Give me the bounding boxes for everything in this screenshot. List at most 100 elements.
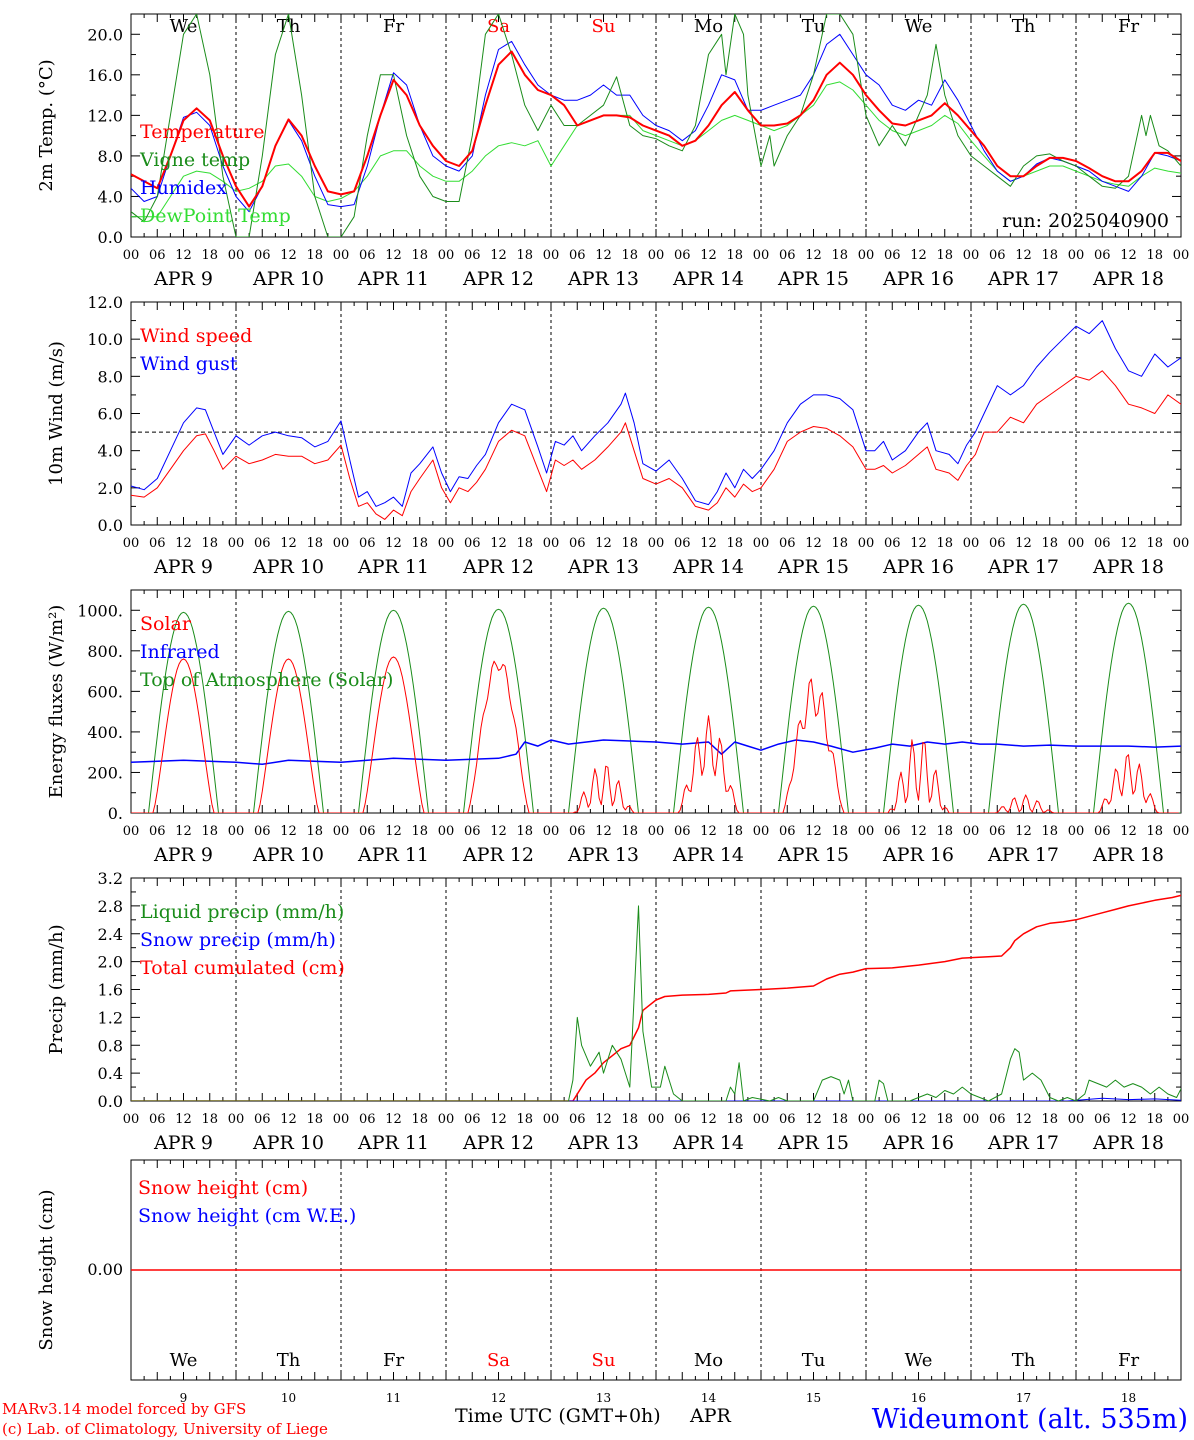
wind-y-tick-label: 2.0: [98, 479, 123, 498]
temp-hour-label: 12: [805, 248, 822, 263]
wind-hour-label: 12: [1015, 536, 1032, 551]
precip-hour-label: 00: [1068, 1112, 1085, 1127]
temp-date-label: APR 15: [777, 268, 849, 290]
wind-hour-label: 12: [595, 536, 612, 551]
precip-y-tick-label: 3.2: [98, 869, 123, 888]
temp-weekday-label: We: [170, 16, 198, 37]
precip-hour-label: 12: [1015, 1112, 1032, 1127]
temp-y-tick-label: 8.0: [98, 147, 123, 166]
precip-date-label: APR 9: [153, 1132, 213, 1154]
snow-day-number: 15: [806, 1391, 821, 1405]
energy-date-label: APR 14: [672, 844, 744, 866]
temp-hour-label: 06: [989, 248, 1006, 263]
wind-hour-label: 06: [989, 536, 1006, 551]
precip-hour-label: 12: [805, 1112, 822, 1127]
energy-hour-label: 00: [858, 824, 875, 839]
temp-hour-label: 00: [1173, 248, 1190, 263]
wind-hour-label: 18: [1146, 536, 1163, 551]
snow-weekday-label: Sa: [487, 1350, 510, 1371]
snow-day-number: 14: [701, 1391, 717, 1405]
snow-legend-entry: Snow height (cm): [138, 1177, 308, 1199]
wind-date-label: APR 14: [672, 556, 744, 578]
temp-hour-label: 12: [280, 248, 297, 263]
temp-date-label: APR 16: [882, 268, 954, 290]
energy-hour-label: 06: [779, 824, 796, 839]
wind-date-label: APR 15: [777, 556, 849, 578]
energy-hour-label: 12: [1015, 824, 1032, 839]
energy-series-infrared: [131, 739, 1181, 766]
temp-hour-label: 00: [333, 248, 350, 263]
energy-hour-label: 06: [674, 824, 691, 839]
precip-y-tick-label: 2.8: [98, 897, 123, 916]
precip-hour-label: 18: [1041, 1112, 1058, 1127]
precip-hour-label: 00: [1173, 1112, 1190, 1127]
snow-day-number: 16: [911, 1391, 926, 1405]
precip-hour-label: 12: [910, 1112, 927, 1127]
wind-date-label: APR 11: [357, 556, 429, 578]
wind-hour-label: 06: [359, 536, 376, 551]
temp-hour-label: 06: [254, 248, 271, 263]
wind-hour-label: 12: [175, 536, 192, 551]
energy-date-label: APR 13: [567, 844, 639, 866]
energy-panel: 0. 200. 400. 600. 800. 1000. Energy fluxes (W/…: [46, 589, 1189, 866]
wind-hour-label: 18: [1041, 536, 1058, 551]
energy-y-tick-label: 400.: [87, 723, 123, 742]
wind-hour-label: 12: [700, 536, 717, 551]
energy-hour-label: 12: [910, 824, 927, 839]
temp-date-label: APR 9: [153, 268, 213, 290]
temp-hour-label: 00: [438, 248, 455, 263]
snow-weekday-label: We: [905, 1350, 933, 1371]
temp-hour-label: 06: [359, 248, 376, 263]
wind-hour-label: 12: [910, 536, 927, 551]
wind-hour-label: 06: [149, 536, 166, 551]
wind-hour-label: 12: [385, 536, 402, 551]
energy-y-tick-label: 200.: [87, 763, 123, 782]
temp-y-tick-label: 12.0: [87, 106, 123, 125]
precip-hour-label: 18: [201, 1112, 218, 1127]
temp-series-vigne-temp: [131, 14, 1181, 237]
snow-weekday-label: We: [170, 1350, 198, 1371]
model-credit: MARv3.14 model forced by GFS: [2, 1400, 246, 1418]
energy-hour-label: 18: [411, 824, 428, 839]
temp-weekday-label: Th: [277, 16, 301, 37]
energy-hour-label: 06: [569, 824, 586, 839]
energy-hour-label: 12: [385, 824, 402, 839]
precip-hour-label: 06: [779, 1112, 796, 1127]
precip-hour-label: 06: [989, 1112, 1006, 1127]
precip-hour-label: 06: [884, 1112, 901, 1127]
energy-hour-label: 18: [831, 824, 848, 839]
wind-date-label: APR 10: [252, 556, 324, 578]
temp-weekday-label: We: [905, 16, 933, 37]
precip-hour-label: 18: [411, 1112, 428, 1127]
energy-hour-label: 12: [805, 824, 822, 839]
temp-y-tick-label: 16.0: [87, 66, 123, 85]
energy-hour-label: 12: [700, 824, 717, 839]
precip-y-tick-label: 1.6: [98, 981, 123, 1000]
energy-hour-label: 00: [228, 824, 245, 839]
precip-y-tick-label: 0.8: [98, 1036, 123, 1055]
precip-legend-entry: Total cumulated (cm): [140, 957, 345, 979]
wind-hour-label: 18: [201, 536, 218, 551]
precip-hour-label: 12: [1120, 1112, 1137, 1127]
wind-y-tick-label: 8.0: [98, 367, 123, 386]
energy-hour-label: 12: [280, 824, 297, 839]
wind-hour-label: 06: [884, 536, 901, 551]
energy-hour-label: 12: [490, 824, 507, 839]
run-label: run: 2025040900: [1002, 210, 1169, 232]
energy-hour-label: 00: [1068, 824, 1085, 839]
precip-y-tick-label: 1.2: [98, 1008, 123, 1027]
wind-date-label: APR 9: [153, 556, 213, 578]
energy-hour-label: 00: [438, 824, 455, 839]
wind-hour-label: 18: [621, 536, 638, 551]
precip-date-label: APR 13: [567, 1132, 639, 1154]
snow-weekday-label: Tu: [802, 1350, 826, 1371]
temp-hour-label: 06: [674, 248, 691, 263]
energy-date-label: APR 9: [153, 844, 213, 866]
precip-hour-label: 06: [674, 1112, 691, 1127]
energy-date-label: APR 16: [882, 844, 954, 866]
temp-hour-label: 12: [175, 248, 192, 263]
precip-hour-label: 18: [306, 1112, 323, 1127]
temp-hour-label: 18: [306, 248, 323, 263]
